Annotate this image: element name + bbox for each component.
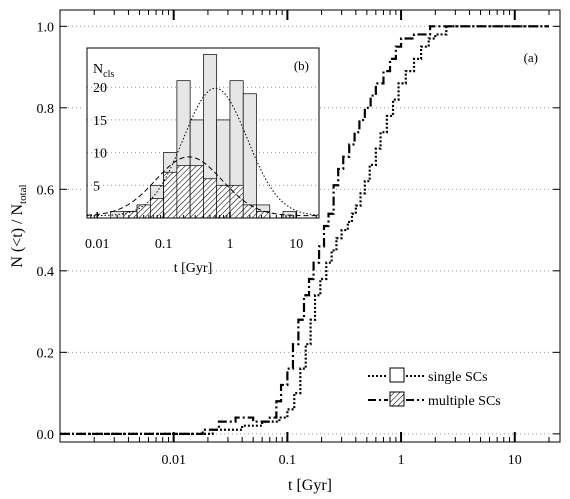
inset-y-axis-label: Ncls	[93, 62, 114, 80]
main-series-line-multiple	[60, 25, 549, 435]
inset-ticks: 5 10 15 20 0.01 0.1 1 10	[85, 81, 317, 252]
main-chart: 0.0 0.2 0.4 0.6 0.8 1.0 0.01 0.1 1 10 (a) t [Gyr]…	[9, 9, 561, 494]
main-y-tick-label: 0.4	[37, 265, 55, 280]
main-y-tick-label: 0.2	[37, 346, 55, 361]
legend-label-single: single SCs	[428, 370, 488, 385]
inset-x-axis-label: t [Gyr]	[174, 261, 213, 276]
main-y-tick-label: 0.8	[37, 102, 55, 117]
legend-swatch-single	[389, 367, 405, 383]
inset-bar-multiple	[123, 211, 138, 219]
inset-bar-multiple	[203, 178, 218, 219]
main-plot-frame	[59, 9, 561, 443]
inset-curves	[86, 87, 320, 217]
legend-item-multiple: multiple SCs	[368, 391, 501, 409]
main-y-label-sub: total	[17, 184, 29, 204]
main-y-tick-label: 1.0	[37, 20, 55, 35]
main-y-tick-label: 0.0	[37, 428, 55, 443]
inset-bar-single	[242, 93, 257, 219]
inset-y-label-main: N	[93, 62, 103, 77]
main-x-tick-label: 1	[398, 453, 405, 468]
inset-x-tick-label: 0.01	[85, 237, 110, 252]
main-x-tick-label: 0.01	[161, 453, 186, 468]
inset-plot-frame	[86, 47, 320, 219]
main-x-tick-label: 10	[508, 453, 522, 468]
inset-x-tick-label: 10	[289, 237, 303, 252]
inset-fit-curve-dashed	[86, 156, 319, 217]
main-series-line-single	[60, 25, 549, 435]
legend: single SCs multiple SCs	[368, 367, 501, 409]
legend-item-single: single SCs	[368, 367, 488, 385]
inset-x-tick-label: 0.1	[155, 237, 173, 252]
inset-bars-multiple	[123, 165, 271, 219]
legend-swatch-multiple	[389, 391, 405, 407]
main-ticks: 0.0 0.2 0.4 0.6 0.8 1.0 0.01 0.1 1 10	[37, 10, 560, 468]
inset-bar-multiple	[176, 165, 191, 219]
svg-text:N (<t) / Ntotal: N (<t) / Ntotal	[9, 184, 29, 267]
inset-bar-multiple	[189, 165, 204, 219]
inset-y-tick-label: 15	[93, 114, 107, 129]
main-y-axis-label: N (<t) / Ntotal	[9, 184, 29, 267]
inset-fit-curve-dotted	[87, 87, 320, 217]
inset-chart: 5 10 15 20 0.01 0.1 1 10 (b) Ncls t [Gyr]	[82, 47, 320, 276]
inset-x-tick-label: 1	[226, 237, 233, 252]
main-x-axis-label: t [Gyr]	[288, 477, 332, 494]
main-x-tick-label: 0.1	[279, 453, 297, 468]
main-y-tick-label: 0.6	[37, 183, 55, 198]
panel-b-label: (b)	[294, 58, 309, 73]
main-series	[60, 25, 549, 435]
inset-bar-multiple	[163, 171, 178, 219]
inset-y-tick-label: 5	[93, 179, 100, 194]
panel-a-label: (a)	[524, 50, 538, 65]
inset-y-tick-label: 20	[93, 81, 107, 96]
inset-y-tick-label: 10	[93, 147, 107, 162]
legend-label-multiple: multiple SCs	[428, 394, 501, 409]
inset-y-label-sub: cls	[103, 69, 114, 80]
main-y-label-main: N (<t) / N	[9, 204, 26, 268]
inset-bar-multiple	[216, 184, 231, 219]
